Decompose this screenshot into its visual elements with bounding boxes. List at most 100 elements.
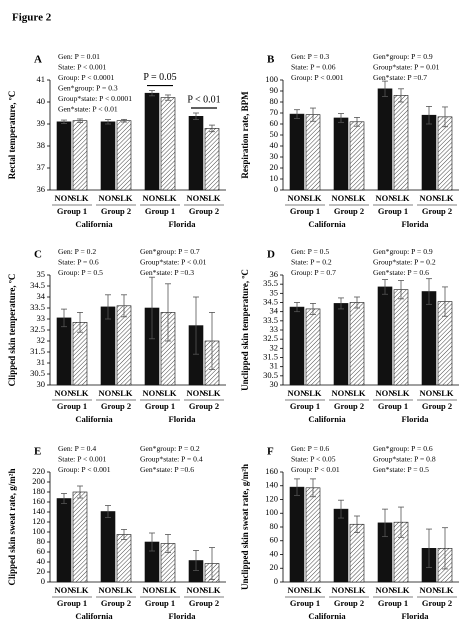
stat-text: Gen*group: P = 0.9 xyxy=(373,52,433,61)
stat-text: Group: P = 0.5 xyxy=(58,268,103,277)
y-tick-label: 10 xyxy=(270,173,279,183)
category-label: SLK xyxy=(304,193,321,203)
y-tick-label: 160 xyxy=(32,496,45,506)
category-label: SLK xyxy=(115,585,132,595)
error-bar xyxy=(105,119,111,125)
y-tick-label: 33 xyxy=(37,313,46,323)
group-label: Group 1 xyxy=(57,206,87,216)
category-label: SLK xyxy=(203,388,220,398)
y-tick-label: 0 xyxy=(274,184,278,194)
bar xyxy=(421,114,437,191)
y-tick-label: 80 xyxy=(37,536,46,546)
bar xyxy=(289,306,305,386)
bar xyxy=(116,120,132,191)
category-label: NON xyxy=(376,193,396,203)
y-tick-label: 60 xyxy=(270,535,279,545)
y-tick-label: 60 xyxy=(37,546,46,556)
group-label: Group 2 xyxy=(334,401,364,411)
y-tick-label: 30 xyxy=(37,379,46,389)
stat-text: Gen*state: P =0.7 xyxy=(373,73,427,82)
y-tick-label: 34 xyxy=(37,291,46,301)
category-label: SLK xyxy=(392,388,409,398)
bar xyxy=(349,302,365,386)
y-tick-label: 100 xyxy=(265,507,278,517)
bar xyxy=(56,121,72,191)
group-label: Group 2 xyxy=(334,206,364,216)
error-bar xyxy=(165,94,171,101)
y-tick-label: 33.5 xyxy=(30,302,45,312)
stat-text: State: P < 0.001 xyxy=(58,454,107,463)
error-bar xyxy=(398,506,404,538)
y-tick-label: 32.5 xyxy=(263,333,278,343)
y-tick-label: 140 xyxy=(265,480,278,490)
group-label: Group 2 xyxy=(422,206,452,216)
stat-text: Gen*group: P = 0.9 xyxy=(373,247,433,256)
y-axis-label: Clipped skin sweat rate, g/m²h xyxy=(7,469,17,586)
category-label: NON xyxy=(99,193,119,203)
group-label: Group 1 xyxy=(145,401,175,411)
y-axis-label: Clipped skin temperature, ºC xyxy=(7,274,17,387)
bar xyxy=(100,511,116,583)
stat-text: Group*state: P = 0.2 xyxy=(373,257,436,266)
stat-text: Gen*state: P = 0.5 xyxy=(373,465,429,474)
state-label: Florida xyxy=(402,414,430,424)
y-tick-label: 80 xyxy=(270,96,279,106)
y-tick-label: 35 xyxy=(270,287,279,297)
panel-letter: F xyxy=(267,446,274,458)
y-tick-label: 33 xyxy=(270,324,279,334)
error-bar xyxy=(193,296,199,355)
group-label: Group 1 xyxy=(145,598,175,608)
y-tick-label: 20 xyxy=(270,162,279,172)
error-bar xyxy=(149,532,155,552)
category-label: SLK xyxy=(348,585,365,595)
error-bar xyxy=(310,107,316,122)
y-axis-label: Respiration rate, BPM xyxy=(240,91,250,179)
error-bar xyxy=(77,311,83,333)
category-label: NON xyxy=(187,193,207,203)
error-bar xyxy=(354,117,360,127)
error-bar xyxy=(398,88,404,103)
category-label: NON xyxy=(332,585,352,595)
error-bar xyxy=(294,478,300,496)
state-label: California xyxy=(75,611,113,621)
category-label: NON xyxy=(332,388,352,398)
y-tick-label: 40 xyxy=(37,556,46,566)
category-label: SLK xyxy=(436,388,453,398)
category-label: SLK xyxy=(203,585,220,595)
error-bar xyxy=(354,296,360,309)
bar xyxy=(72,491,88,583)
bar xyxy=(333,303,349,386)
group-label: Group 2 xyxy=(189,401,219,411)
y-tick-label: 31.5 xyxy=(263,351,278,361)
category-label: SLK xyxy=(203,193,220,203)
category-label: SLK xyxy=(159,193,176,203)
group-label: Group 2 xyxy=(189,206,219,216)
bar xyxy=(333,508,349,583)
category-label: SLK xyxy=(115,193,132,203)
y-tick-label: 30.5 xyxy=(263,370,278,380)
y-tick-label: 32 xyxy=(270,342,279,352)
category-label: NON xyxy=(288,388,308,398)
category-label: SLK xyxy=(71,388,88,398)
bar xyxy=(349,523,365,583)
bar xyxy=(56,498,72,583)
y-tick-label: 40 xyxy=(270,548,279,558)
error-bar xyxy=(77,485,83,499)
y-tick-label: 50 xyxy=(270,129,279,139)
error-bar xyxy=(61,493,67,504)
error-bar xyxy=(426,106,432,125)
group-label: Group 1 xyxy=(290,401,320,411)
y-tick-label: 32.5 xyxy=(30,324,45,334)
y-tick-label: 40 xyxy=(270,140,279,150)
category-label: SLK xyxy=(71,193,88,203)
panel-letter: B xyxy=(267,54,275,66)
y-tick-label: 100 xyxy=(265,74,278,84)
category-label: NON xyxy=(187,585,207,595)
stat-text: Gen: P = 0.6 xyxy=(291,444,329,453)
bar xyxy=(437,116,453,191)
category-label: NON xyxy=(143,388,163,398)
category-label: SLK xyxy=(392,193,409,203)
bar xyxy=(204,128,220,191)
state-label: Florida xyxy=(402,219,430,229)
category-label: SLK xyxy=(304,388,321,398)
